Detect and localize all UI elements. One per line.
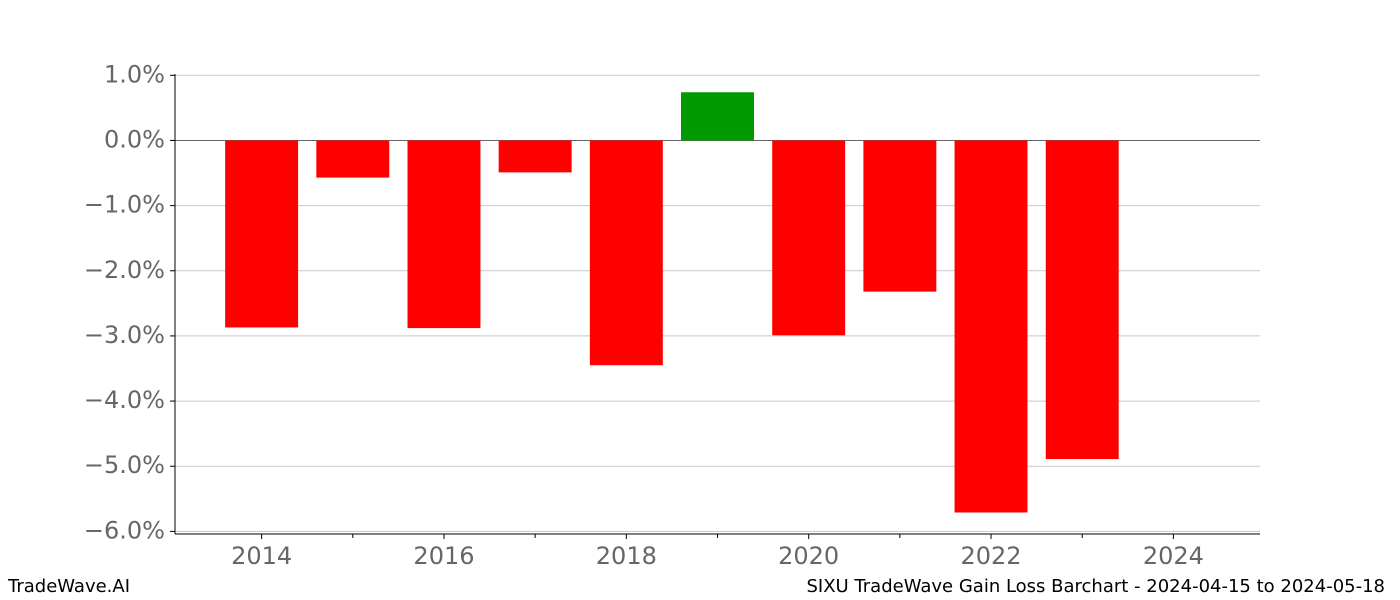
y-tick-label: −6.0% bbox=[84, 516, 165, 544]
y-tick-label: −1.0% bbox=[84, 191, 165, 219]
x-tick-label: 2018 bbox=[596, 542, 657, 570]
source-label: TradeWave.AI bbox=[7, 576, 130, 597]
bar bbox=[681, 92, 754, 141]
bar bbox=[316, 140, 390, 178]
x-tick-label: 2016 bbox=[413, 542, 474, 570]
y-tick-label: −2.0% bbox=[84, 256, 165, 284]
x-tick-label: 2022 bbox=[960, 542, 1021, 570]
bar bbox=[498, 140, 572, 173]
x-tick-label: 2014 bbox=[231, 542, 292, 570]
bar bbox=[589, 140, 663, 366]
y-tick-label: 1.0% bbox=[104, 60, 165, 88]
bar bbox=[407, 140, 481, 329]
chart-title: SIXU TradeWave Gain Loss Barchart - 2024… bbox=[806, 576, 1385, 597]
bar bbox=[772, 140, 846, 336]
x-tick-label: 2020 bbox=[778, 542, 839, 570]
y-tick-label: −4.0% bbox=[84, 386, 165, 414]
y-tick-label: −5.0% bbox=[84, 451, 165, 479]
y-tick-label: −3.0% bbox=[84, 321, 165, 349]
bar bbox=[1045, 140, 1119, 460]
bar bbox=[863, 140, 937, 292]
bar bbox=[954, 140, 1028, 513]
bar bbox=[225, 140, 299, 328]
y-tick-label: 0.0% bbox=[104, 125, 165, 153]
x-tick-label: 2024 bbox=[1143, 542, 1204, 570]
